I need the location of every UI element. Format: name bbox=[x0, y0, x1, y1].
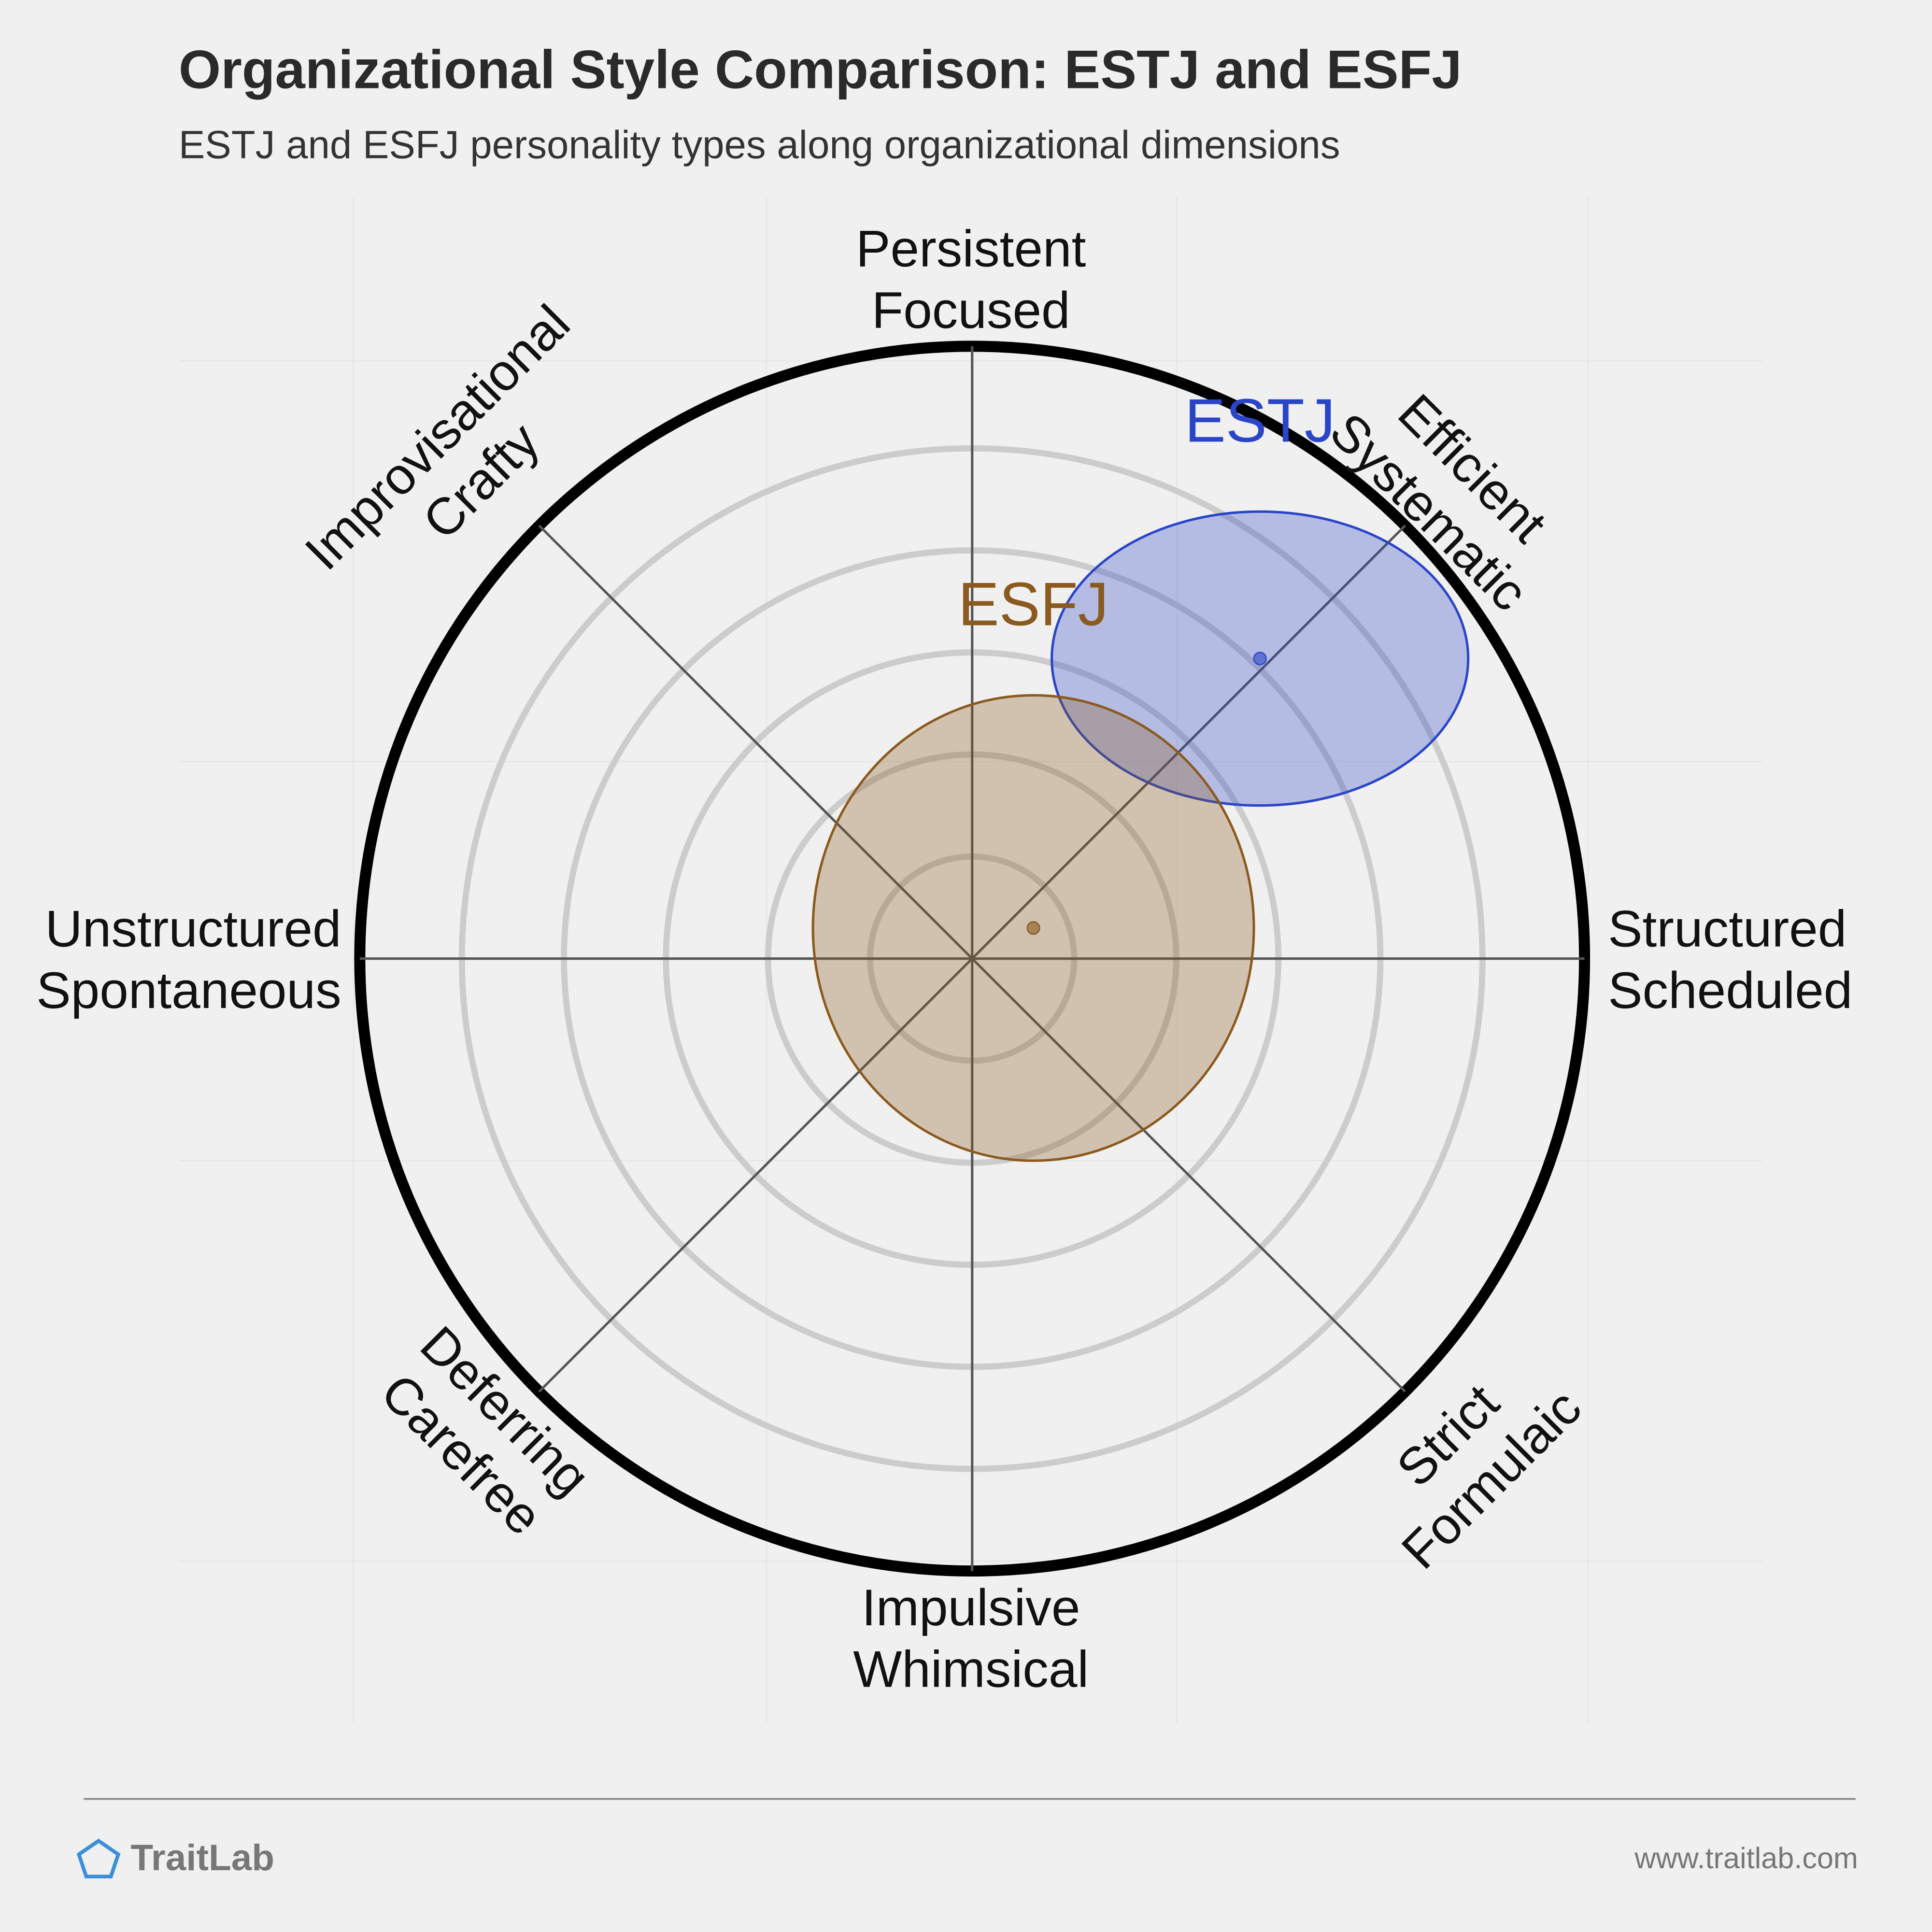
axis-label-line: Focused bbox=[872, 281, 1070, 339]
axis-label-line: Impulsive bbox=[862, 1578, 1080, 1636]
chart-subtitle: ESTJ and ESFJ personality types along or… bbox=[179, 123, 1340, 167]
chart-title: Organizational Style Comparison: ESTJ an… bbox=[179, 39, 1462, 100]
logo-icon bbox=[76, 1838, 121, 1879]
series-label: ESFJ bbox=[958, 570, 1109, 639]
center-point bbox=[1253, 652, 1267, 666]
axis-label-line: Persistent bbox=[856, 219, 1086, 277]
series-label: ESTJ bbox=[1185, 386, 1335, 455]
axis-label-line: Whimsical bbox=[853, 1640, 1089, 1698]
axis-line bbox=[538, 525, 1406, 1393]
url: www.traitlab.com bbox=[1634, 1842, 1858, 1875]
center-point bbox=[1026, 921, 1040, 935]
axis-label-line: Scheduled bbox=[1608, 961, 1852, 1019]
axis-label-line: Spontaneous bbox=[36, 961, 341, 1019]
brand: TraitLab bbox=[130, 1837, 274, 1878]
axis-label-line: Structured bbox=[1608, 899, 1847, 957]
axis-label-line: Unstructured bbox=[45, 899, 341, 957]
